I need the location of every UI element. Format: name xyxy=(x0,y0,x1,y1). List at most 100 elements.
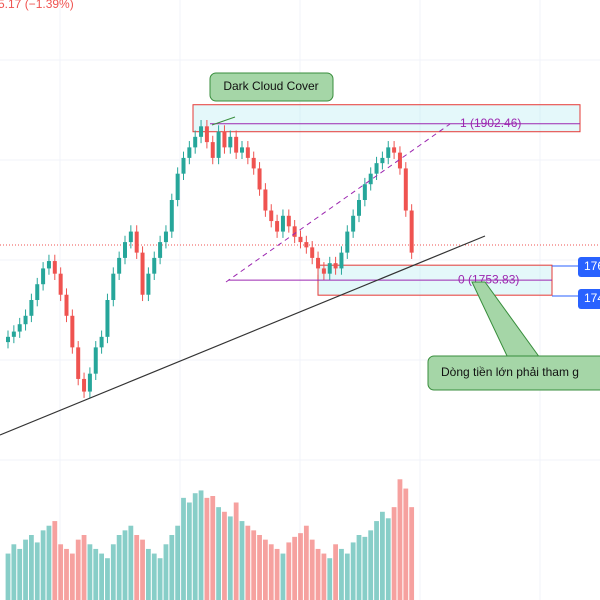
volume-bar xyxy=(5,553,11,600)
candle-body xyxy=(304,242,309,248)
volume-bar xyxy=(75,539,81,600)
price-tag-text: 176 xyxy=(584,259,600,273)
volume-bar xyxy=(356,535,362,600)
volume-bar xyxy=(309,539,315,600)
candle-body xyxy=(339,252,344,269)
candle-body xyxy=(87,373,92,392)
volume-bar xyxy=(239,521,245,600)
candle-body xyxy=(199,126,204,137)
candle-body xyxy=(193,136,198,148)
volume-bar xyxy=(233,502,239,600)
volume-bar xyxy=(81,535,87,600)
callout-box xyxy=(427,355,600,391)
volume-bar xyxy=(99,553,104,600)
volume-bar xyxy=(110,544,116,600)
volume-bar xyxy=(122,530,128,600)
volume-bar xyxy=(151,553,157,600)
price-tag xyxy=(578,289,600,309)
volume-bar xyxy=(34,542,40,600)
annotation: Dòng tiền lớn phải tham g xyxy=(441,365,579,379)
volume-bar xyxy=(69,553,75,600)
candle-body xyxy=(240,147,244,153)
candle-body xyxy=(158,242,163,258)
candle-body xyxy=(70,315,75,348)
volume-bar xyxy=(245,525,251,600)
volume-bar xyxy=(391,507,397,600)
volume-bar xyxy=(385,518,391,600)
volume-bar xyxy=(327,558,333,600)
candle-body xyxy=(17,324,22,332)
candle-body xyxy=(362,184,367,200)
price-tag xyxy=(578,257,600,277)
candle-body xyxy=(228,136,233,148)
volume-bar xyxy=(52,521,58,600)
candle-body xyxy=(263,189,268,211)
candle-body xyxy=(351,215,356,232)
candle-body xyxy=(368,173,373,185)
candle-body xyxy=(175,173,180,200)
fib-zone xyxy=(192,104,581,133)
candle-body xyxy=(245,147,250,158)
candle-body xyxy=(357,200,361,216)
volume-bar xyxy=(40,530,46,600)
volume-bar xyxy=(333,544,338,600)
candle-body xyxy=(316,257,321,269)
volume-bar xyxy=(157,558,163,600)
volume-bar xyxy=(374,521,379,600)
candle-body xyxy=(140,252,145,295)
candle-body xyxy=(105,300,110,337)
candle-body xyxy=(163,231,168,243)
candle-body xyxy=(169,200,174,232)
fib-label: 0 (1753.83) xyxy=(458,272,519,286)
volume-bar xyxy=(298,533,303,600)
candle-body xyxy=(128,231,133,243)
candle-body xyxy=(23,315,28,325)
volume-bar xyxy=(17,548,23,600)
volume-bar xyxy=(403,488,409,600)
volume-bar xyxy=(339,548,344,600)
volume-bar xyxy=(64,548,69,600)
fib-label: 1 (1902.46) xyxy=(460,116,521,130)
volume-bar xyxy=(315,548,321,600)
candle-body xyxy=(123,242,127,258)
volume-bar xyxy=(380,511,385,600)
volume-bar xyxy=(29,535,34,600)
volume-bar xyxy=(192,493,198,600)
candle-body xyxy=(64,294,69,316)
candle-body xyxy=(99,336,104,348)
volume-bar xyxy=(344,553,350,600)
volume-bar xyxy=(268,544,274,600)
candle-body xyxy=(251,157,256,169)
volume-bar xyxy=(257,535,262,600)
fib-diagonal xyxy=(225,123,451,283)
candle-body xyxy=(403,168,408,211)
candle-body xyxy=(380,157,385,164)
candle-body xyxy=(298,236,303,243)
candle-body xyxy=(269,210,274,222)
volume-bar xyxy=(303,525,309,600)
candle-body xyxy=(35,284,40,300)
candle-body xyxy=(11,331,16,337)
volume-bar xyxy=(204,497,210,600)
candle-body xyxy=(386,147,391,158)
candle-body xyxy=(292,226,297,237)
candle-body xyxy=(117,257,122,274)
candle-body xyxy=(280,215,285,232)
annotation: Dark Cloud Cover xyxy=(223,79,318,93)
volume-bar xyxy=(93,548,99,600)
candle-body xyxy=(409,210,414,253)
volume-bar xyxy=(87,544,93,600)
candle-body xyxy=(327,263,332,274)
volume-bar xyxy=(23,539,28,600)
volume-bar xyxy=(134,535,140,600)
volume-bar xyxy=(368,530,374,600)
price-tag-text: 174 xyxy=(584,291,600,305)
volume-bar xyxy=(140,539,145,600)
volume-bar xyxy=(292,536,298,600)
volume-bar xyxy=(163,544,169,600)
candle-body xyxy=(333,263,338,269)
volume-bar xyxy=(146,548,151,600)
volume-bar xyxy=(186,502,192,600)
